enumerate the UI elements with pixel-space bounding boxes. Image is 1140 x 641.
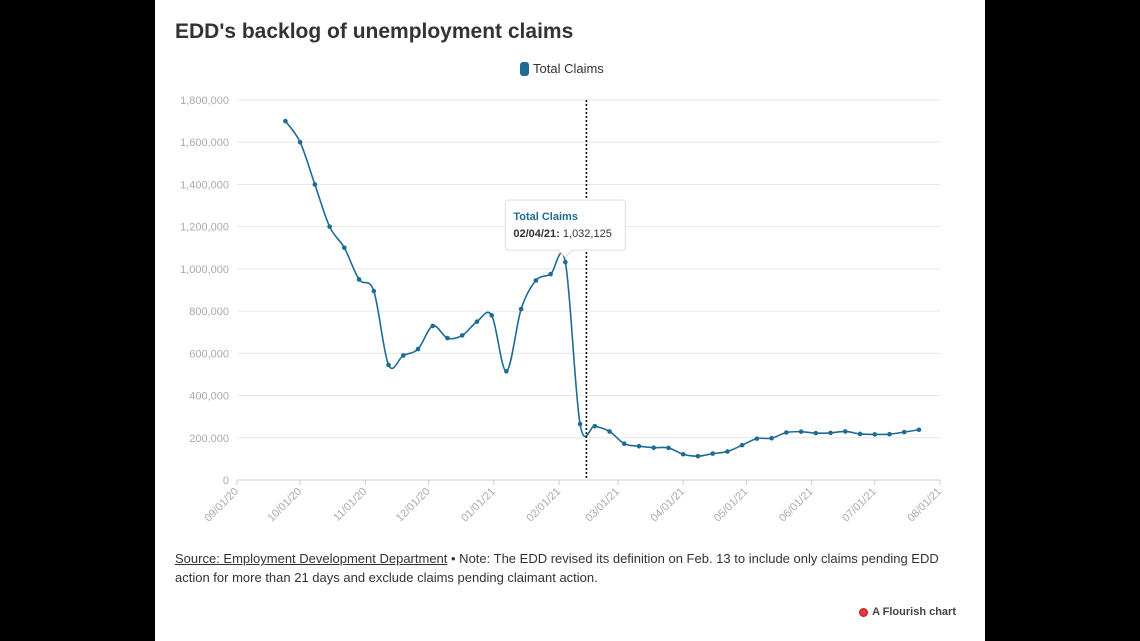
- data-point: [872, 432, 878, 437]
- chart-title: EDD's backlog of unemployment claims: [175, 20, 574, 43]
- flourish-logo-icon: [859, 607, 869, 617]
- footer-note: Source: Employment Development Departmen…: [175, 549, 945, 587]
- data-point: [474, 319, 480, 324]
- data-point: [504, 368, 509, 374]
- x-tick-label: 12/01/20: [394, 486, 433, 525]
- legend-swatch: [520, 61, 529, 76]
- tooltip-box: [504, 199, 626, 258]
- data-point: [798, 429, 804, 434]
- data-point: [371, 288, 377, 294]
- data-point: [356, 277, 362, 282]
- y-tick-label: 200,000: [189, 433, 229, 445]
- flourish-label: A Flourish chart: [872, 606, 956, 618]
- data-point: [695, 453, 701, 459]
- data-point: [621, 441, 627, 446]
- data-point: [312, 182, 318, 187]
- tooltip-series-name: Total Claims: [513, 211, 578, 223]
- data-point: [297, 139, 303, 145]
- y-tick-label: 1,600,000: [180, 137, 229, 149]
- flourish-credit[interactable]: A Flourish chart: [859, 606, 956, 618]
- y-tick-label: 800,000: [189, 306, 229, 318]
- x-tick-label: 09/01/20: [202, 486, 241, 525]
- data-point: [887, 431, 892, 437]
- x-tick-label: 07/01/21: [840, 486, 879, 525]
- data-point: [680, 451, 686, 457]
- data-point: [710, 451, 715, 456]
- x-tick-label: 02/01/21: [524, 486, 563, 525]
- data-point: [533, 278, 539, 283]
- data-point: [548, 271, 553, 277]
- y-tick-label: 1,800,000: [180, 95, 229, 107]
- data-point: [577, 421, 583, 427]
- x-tick-label: 03/01/21: [583, 486, 622, 525]
- data-point: [636, 443, 642, 449]
- data-point: [651, 445, 657, 451]
- data-point: [754, 436, 760, 441]
- data-point: [842, 429, 848, 434]
- data-point: [607, 429, 612, 434]
- y-tick-label: 400,000: [189, 391, 229, 403]
- data-point: [725, 449, 730, 454]
- data-point: [459, 333, 465, 338]
- data-point: [813, 430, 819, 436]
- x-tick-label: 05/01/21: [712, 486, 751, 525]
- x-tick-label: 06/01/21: [777, 486, 816, 525]
- data-point: [563, 259, 568, 265]
- data-point: [518, 306, 524, 312]
- data-point: [386, 362, 391, 368]
- series-line-total-claims: [284, 120, 920, 457]
- chart-card: EDD's backlog of unemployment claims Tot…: [155, 0, 985, 641]
- x-tick-label: 04/01/21: [649, 486, 688, 525]
- data-point: [739, 442, 745, 448]
- tooltip-row: 02/04/21: 1,032,125: [513, 228, 611, 240]
- data-point: [342, 245, 347, 251]
- legend-label: Total Claims: [533, 61, 604, 76]
- data-point: [784, 430, 789, 435]
- x-tick-label: 08/01/21: [905, 486, 944, 525]
- data-point: [828, 430, 833, 436]
- y-tick-label: 600,000: [189, 348, 229, 360]
- data-point: [489, 313, 494, 318]
- data-point: [666, 445, 671, 451]
- line-chart: 0 200,000 400,000 600,000 800,000 1,000,000 1,…: [180, 95, 944, 525]
- x-tick-label: 11/01/20: [331, 486, 369, 524]
- legend[interactable]: Total Claims: [520, 61, 604, 76]
- data-point: [430, 323, 436, 329]
- data-point: [327, 224, 332, 229]
- data-point: [400, 353, 406, 358]
- source-link[interactable]: Source: Employment Development Departmen…: [175, 551, 448, 566]
- data-point: [415, 346, 421, 352]
- data-point: [283, 118, 288, 124]
- data-point: [916, 427, 922, 433]
- data-point: [445, 335, 450, 341]
- y-tick-label: 1,400,000: [180, 179, 229, 191]
- y-tick-label: 1,000,000: [180, 264, 229, 276]
- tooltip-value: 1,032,125: [563, 228, 612, 240]
- data-point: [769, 435, 774, 441]
- note-text: • Note: The EDD revised its definition o…: [175, 551, 939, 585]
- tooltip-date: 02/04/21:: [513, 228, 563, 240]
- data-point: [857, 431, 863, 437]
- x-tick-label: 01/01/21: [459, 486, 498, 525]
- y-tick-label: 0: [223, 475, 229, 487]
- y-tick-label: 1,200,000: [180, 222, 229, 234]
- data-point: [901, 429, 907, 435]
- x-tick-label: 10/01/20: [265, 486, 304, 525]
- data-point: [592, 423, 598, 429]
